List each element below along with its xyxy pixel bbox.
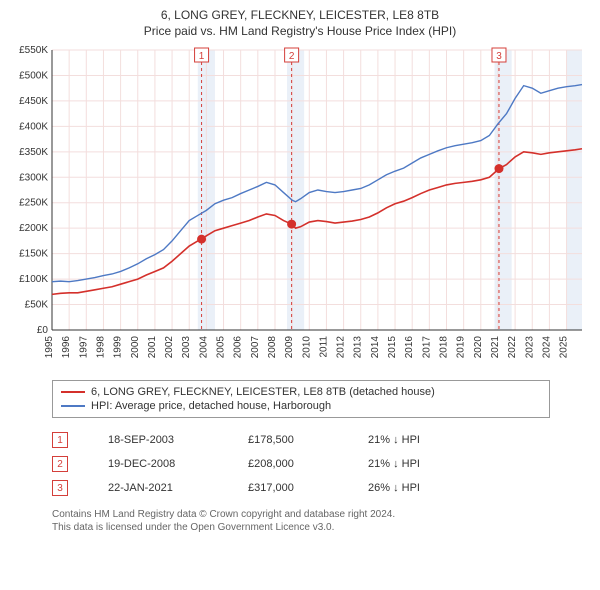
svg-text:2002: 2002	[164, 336, 175, 359]
svg-text:2013: 2013	[353, 336, 364, 359]
sale-date: 22-JAN-2021	[108, 482, 208, 494]
footer-line1: Contains HM Land Registry data © Crown c…	[52, 508, 592, 521]
svg-text:£150K: £150K	[19, 249, 48, 260]
svg-text:2: 2	[289, 51, 295, 62]
legend-swatch	[61, 405, 85, 407]
sale-marker-icon: 3	[52, 480, 68, 496]
sale-marker-icon: 2	[52, 456, 68, 472]
svg-text:3: 3	[496, 51, 502, 62]
sale-row: 1 18-SEP-2003 £178,500 21% ↓ HPI	[52, 428, 592, 452]
sale-price: £178,500	[248, 434, 328, 446]
svg-text:2009: 2009	[284, 336, 295, 359]
svg-text:1999: 1999	[113, 336, 124, 359]
sales-table: 1 18-SEP-2003 £178,500 21% ↓ HPI 2 19-DE…	[52, 428, 592, 500]
sale-diff: 21% ↓ HPI	[368, 434, 468, 446]
svg-text:2014: 2014	[370, 336, 381, 359]
svg-text:2020: 2020	[473, 336, 484, 359]
sale-date: 19-DEC-2008	[108, 458, 208, 470]
svg-text:2016: 2016	[404, 336, 415, 359]
svg-text:2017: 2017	[421, 336, 432, 359]
svg-text:1996: 1996	[61, 336, 72, 359]
svg-text:2001: 2001	[147, 336, 158, 359]
svg-text:£100K: £100K	[19, 274, 48, 285]
svg-text:£550K: £550K	[19, 45, 48, 56]
svg-text:2000: 2000	[130, 336, 141, 359]
sale-price: £317,000	[248, 482, 328, 494]
legend: 6, LONG GREY, FLECKNEY, LEICESTER, LE8 8…	[52, 380, 550, 418]
svg-text:2023: 2023	[524, 336, 535, 359]
chart-title-line2: Price paid vs. HM Land Registry's House …	[8, 24, 592, 38]
legend-label: HPI: Average price, detached house, Harb…	[91, 400, 331, 412]
svg-text:1998: 1998	[95, 336, 106, 359]
svg-text:1995: 1995	[44, 336, 55, 359]
svg-text:£50K: £50K	[25, 300, 49, 311]
svg-text:2015: 2015	[387, 336, 398, 359]
svg-text:2010: 2010	[301, 336, 312, 359]
svg-text:£300K: £300K	[19, 172, 48, 183]
sale-row: 3 22-JAN-2021 £317,000 26% ↓ HPI	[52, 476, 592, 500]
svg-text:£350K: £350K	[19, 147, 48, 158]
legend-swatch	[61, 391, 85, 393]
footer-attribution: Contains HM Land Registry data © Crown c…	[52, 508, 592, 534]
svg-text:2022: 2022	[507, 336, 518, 359]
sale-marker-icon: 1	[52, 432, 68, 448]
svg-text:£200K: £200K	[19, 223, 48, 234]
svg-text:£500K: £500K	[19, 70, 48, 81]
sale-date: 18-SEP-2003	[108, 434, 208, 446]
svg-text:£400K: £400K	[19, 121, 48, 132]
svg-text:2004: 2004	[198, 336, 209, 359]
svg-text:2011: 2011	[318, 336, 329, 358]
svg-text:2008: 2008	[267, 336, 278, 359]
chart-container: 1 2 3 £0 £50K £100K £150K £200K £250K £300K £350K £…	[8, 44, 592, 374]
price-chart: 1 2 3 £0 £50K £100K £150K £200K £250K £300K £350K £…	[8, 44, 592, 374]
chart-title-line1: 6, LONG GREY, FLECKNEY, LEICESTER, LE8 8…	[8, 8, 592, 22]
sale-price: £208,000	[248, 458, 328, 470]
svg-text:2025: 2025	[559, 336, 570, 359]
svg-text:2018: 2018	[438, 336, 449, 359]
svg-text:2019: 2019	[456, 336, 467, 359]
svg-text:1: 1	[199, 51, 205, 62]
svg-text:2021: 2021	[490, 336, 501, 359]
svg-text:2012: 2012	[336, 336, 347, 359]
footer-line2: This data is licensed under the Open Gov…	[52, 521, 592, 534]
svg-text:2024: 2024	[541, 336, 552, 359]
svg-text:£450K: £450K	[19, 96, 48, 107]
legend-item-hpi: HPI: Average price, detached house, Harb…	[61, 399, 541, 413]
sale-diff: 21% ↓ HPI	[368, 458, 468, 470]
svg-text:2003: 2003	[181, 336, 192, 359]
svg-text:2005: 2005	[216, 336, 227, 359]
svg-text:2006: 2006	[233, 336, 244, 359]
svg-text:2007: 2007	[250, 336, 261, 359]
sale-diff: 26% ↓ HPI	[368, 482, 468, 494]
svg-text:1997: 1997	[78, 336, 89, 359]
sale-row: 2 19-DEC-2008 £208,000 21% ↓ HPI	[52, 452, 592, 476]
legend-item-property: 6, LONG GREY, FLECKNEY, LEICESTER, LE8 8…	[61, 385, 541, 399]
svg-text:£0: £0	[37, 325, 49, 336]
legend-label: 6, LONG GREY, FLECKNEY, LEICESTER, LE8 8…	[91, 386, 435, 398]
svg-text:£250K: £250K	[19, 198, 48, 209]
